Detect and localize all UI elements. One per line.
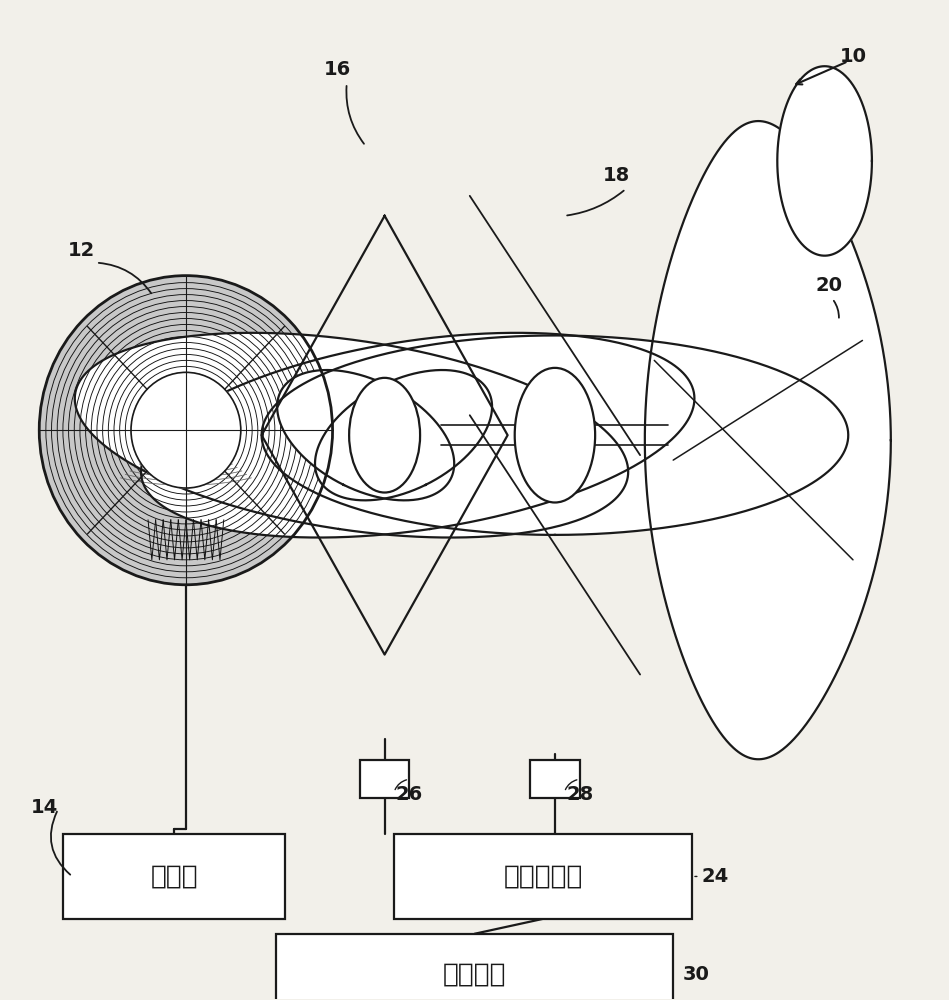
Text: 10: 10 — [840, 47, 866, 66]
Text: 16: 16 — [324, 60, 351, 79]
Text: 28: 28 — [567, 785, 593, 804]
Polygon shape — [644, 121, 891, 759]
Polygon shape — [777, 66, 872, 256]
Polygon shape — [262, 335, 848, 535]
Text: 30: 30 — [682, 965, 710, 984]
Text: 处理器模块: 处理器模块 — [503, 863, 583, 889]
Polygon shape — [315, 370, 493, 500]
Polygon shape — [131, 372, 241, 488]
FancyBboxPatch shape — [360, 760, 409, 798]
FancyBboxPatch shape — [394, 834, 692, 919]
Ellipse shape — [349, 378, 420, 493]
Text: 18: 18 — [603, 166, 630, 185]
Polygon shape — [131, 372, 241, 488]
Text: 20: 20 — [816, 276, 843, 295]
Text: 12: 12 — [68, 241, 96, 260]
Ellipse shape — [514, 368, 595, 502]
FancyBboxPatch shape — [276, 934, 673, 1000]
Text: 校正因子: 校正因子 — [443, 962, 506, 988]
FancyBboxPatch shape — [63, 834, 286, 919]
Polygon shape — [277, 370, 455, 500]
Polygon shape — [75, 333, 628, 538]
Text: 14: 14 — [30, 798, 58, 817]
Text: 26: 26 — [396, 785, 423, 804]
FancyBboxPatch shape — [530, 760, 580, 798]
Text: 24: 24 — [701, 867, 729, 886]
Text: 交流电: 交流电 — [150, 863, 198, 889]
Polygon shape — [39, 276, 332, 585]
Polygon shape — [141, 333, 695, 538]
